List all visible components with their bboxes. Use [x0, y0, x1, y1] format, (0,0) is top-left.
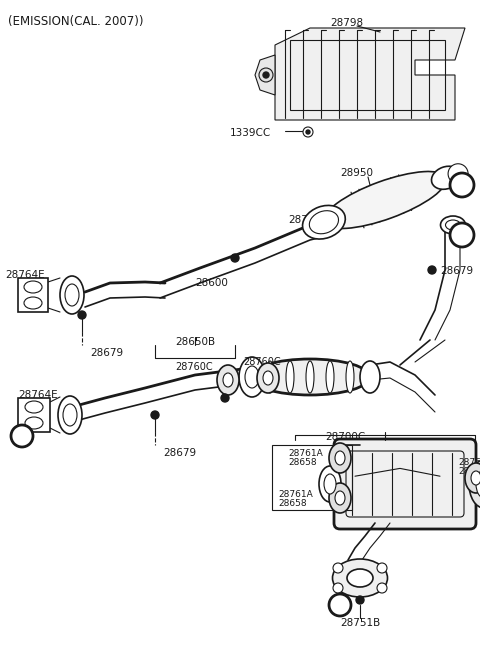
Ellipse shape — [245, 366, 259, 388]
Polygon shape — [255, 55, 275, 95]
Circle shape — [303, 127, 313, 137]
Text: 28650B: 28650B — [175, 337, 215, 347]
Ellipse shape — [469, 460, 480, 508]
Text: 28751B: 28751B — [340, 618, 380, 628]
Ellipse shape — [60, 276, 84, 314]
Circle shape — [11, 425, 33, 447]
Text: 28700C: 28700C — [325, 432, 365, 442]
Text: 28658: 28658 — [458, 467, 480, 476]
Text: A: A — [454, 178, 462, 188]
Ellipse shape — [257, 363, 279, 393]
Text: 28764E: 28764E — [5, 270, 45, 280]
Ellipse shape — [58, 396, 82, 434]
Circle shape — [377, 563, 387, 573]
Ellipse shape — [65, 284, 79, 306]
FancyBboxPatch shape — [334, 439, 476, 529]
Ellipse shape — [63, 404, 77, 426]
Text: 28679: 28679 — [90, 348, 123, 358]
Circle shape — [448, 164, 468, 184]
Circle shape — [450, 173, 474, 197]
Ellipse shape — [313, 214, 335, 231]
Ellipse shape — [24, 281, 42, 293]
Polygon shape — [18, 398, 50, 432]
Ellipse shape — [319, 466, 341, 502]
Ellipse shape — [471, 471, 480, 485]
Text: A: A — [19, 430, 25, 438]
Ellipse shape — [250, 359, 370, 395]
Text: 28761A: 28761A — [458, 458, 480, 467]
Ellipse shape — [326, 361, 334, 393]
Circle shape — [78, 311, 86, 319]
Ellipse shape — [302, 205, 345, 239]
Circle shape — [231, 254, 239, 262]
Ellipse shape — [335, 491, 345, 505]
Polygon shape — [18, 278, 48, 312]
Text: 28658: 28658 — [278, 499, 307, 508]
Ellipse shape — [306, 361, 314, 393]
Ellipse shape — [465, 463, 480, 493]
Ellipse shape — [223, 373, 233, 387]
Text: 28764E: 28764E — [18, 390, 58, 400]
Polygon shape — [275, 28, 465, 120]
Text: 28950: 28950 — [340, 168, 373, 178]
Ellipse shape — [441, 216, 466, 234]
Ellipse shape — [432, 166, 461, 190]
Circle shape — [151, 411, 159, 419]
Ellipse shape — [266, 361, 274, 393]
Ellipse shape — [445, 220, 460, 230]
Circle shape — [221, 394, 229, 402]
Text: B: B — [336, 598, 343, 607]
Circle shape — [329, 594, 351, 616]
Text: B: B — [454, 228, 462, 238]
Text: 28658: 28658 — [288, 458, 317, 467]
Ellipse shape — [263, 371, 273, 385]
Ellipse shape — [239, 357, 265, 397]
Ellipse shape — [346, 361, 354, 393]
Ellipse shape — [309, 211, 338, 234]
Ellipse shape — [476, 470, 480, 498]
Ellipse shape — [333, 559, 387, 597]
Circle shape — [333, 563, 343, 573]
Circle shape — [428, 266, 436, 274]
Ellipse shape — [335, 451, 345, 465]
Bar — [272, 445, 352, 510]
Circle shape — [259, 68, 273, 82]
Ellipse shape — [286, 361, 294, 393]
Text: 28760C: 28760C — [175, 362, 213, 372]
Text: 28679: 28679 — [163, 448, 196, 458]
Ellipse shape — [24, 297, 42, 309]
Bar — [290, 40, 445, 110]
Text: (EMISSION(CAL. 2007)): (EMISSION(CAL. 2007)) — [8, 15, 144, 28]
Ellipse shape — [324, 171, 446, 228]
Ellipse shape — [25, 401, 43, 413]
Ellipse shape — [329, 483, 351, 513]
Ellipse shape — [217, 365, 239, 395]
Text: 28600: 28600 — [195, 278, 228, 288]
Circle shape — [450, 223, 474, 247]
Circle shape — [333, 583, 343, 593]
Text: 1339CC: 1339CC — [230, 128, 271, 138]
Text: 28761A: 28761A — [278, 490, 313, 499]
Text: 28760C: 28760C — [243, 357, 281, 367]
Circle shape — [263, 72, 269, 78]
Text: 28798: 28798 — [330, 18, 363, 28]
Ellipse shape — [25, 417, 43, 429]
Text: 28761A: 28761A — [288, 449, 323, 458]
Circle shape — [356, 596, 364, 604]
Ellipse shape — [324, 474, 336, 494]
Text: 28679: 28679 — [440, 266, 473, 276]
Ellipse shape — [347, 569, 373, 587]
Ellipse shape — [360, 361, 380, 393]
Circle shape — [377, 583, 387, 593]
Text: 28764E: 28764E — [288, 215, 328, 225]
Ellipse shape — [329, 443, 351, 473]
Circle shape — [306, 130, 310, 134]
